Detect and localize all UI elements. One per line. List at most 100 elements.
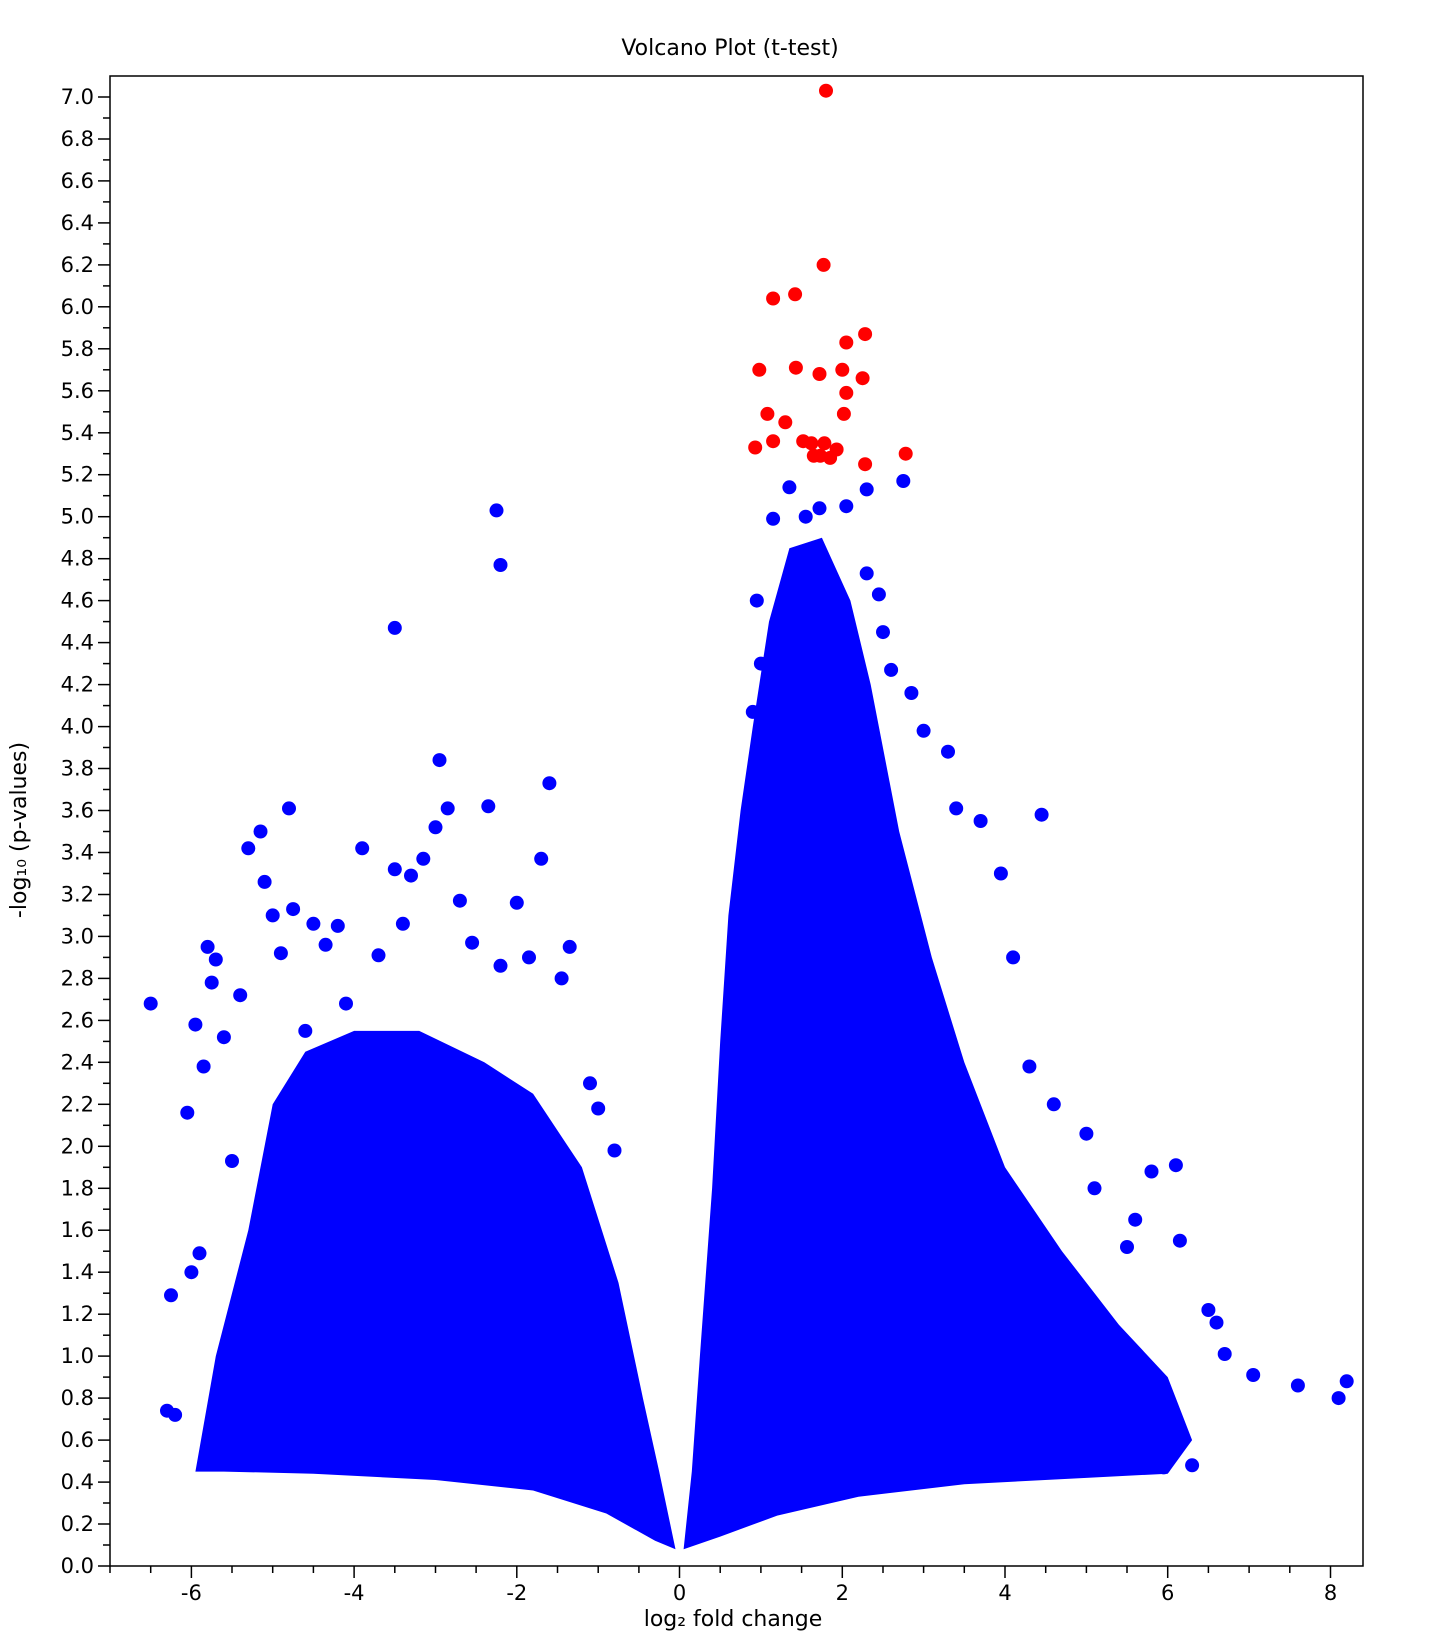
data-point (416, 851, 431, 866)
data-point (904, 686, 919, 700)
y-tick-label: 4.4 (61, 631, 94, 655)
y-tick-label: 0.8 (61, 1386, 94, 1410)
x-tick-label: 6 (1161, 1581, 1174, 1605)
data-point (1290, 1378, 1305, 1393)
y-tick-label: 0.6 (61, 1428, 94, 1452)
data-point (752, 362, 767, 377)
y-tick-label: 2.4 (61, 1050, 94, 1074)
data-point (748, 440, 763, 455)
y-tick-label: 0.2 (61, 1512, 94, 1536)
data-point (465, 935, 480, 950)
data-point (273, 946, 288, 961)
data-point (253, 824, 268, 839)
data-point (1079, 1126, 1094, 1141)
data-point (753, 656, 768, 671)
data-point (522, 950, 536, 965)
data-point (509, 895, 524, 910)
data-point (168, 1407, 183, 1422)
data-point (1168, 1158, 1183, 1173)
chart-title: Volcano Plot (t-test) (621, 36, 838, 61)
data-point (896, 474, 911, 488)
data-point (404, 868, 418, 883)
data-point (188, 1017, 203, 1032)
y-tick-label: 0.4 (61, 1470, 94, 1494)
data-point (817, 436, 832, 451)
data-point (778, 415, 793, 430)
data-point (839, 499, 854, 514)
data-point (812, 367, 827, 381)
y-axis-label: -log₁₀ (p-values) (7, 742, 32, 918)
data-point (241, 841, 256, 856)
data-point (440, 801, 455, 816)
y-tick-label: 6.6 (61, 169, 94, 193)
data-point (859, 566, 874, 581)
data-point (607, 1143, 622, 1158)
data-point (306, 916, 321, 931)
x-axis-label: log₂ fold change (644, 1607, 823, 1632)
data-point (1144, 1164, 1159, 1179)
y-tick-label: 5.8 (61, 337, 94, 361)
data-point (318, 937, 333, 952)
y-tick-label: 4.8 (61, 547, 94, 571)
y-tick-label: 2.0 (61, 1134, 94, 1158)
y-tick-label: 1.0 (61, 1344, 94, 1368)
data-point (208, 952, 223, 967)
data-point (298, 1023, 313, 1038)
data-point (184, 1265, 199, 1280)
data-point (554, 971, 569, 986)
y-tick-label: 3.6 (61, 799, 94, 823)
y-tick-label: 1.2 (61, 1302, 94, 1326)
y-axis: 0.0 0.2 0.4 0.6 0.8 1.0 1.2 1.4 1.6 1.8 2.0 2.2 2.4 2… (61, 85, 110, 1578)
data-point (534, 851, 549, 866)
data-point (766, 511, 781, 526)
y-tick-label: 3.8 (61, 757, 94, 781)
data-point (562, 939, 577, 954)
y-tick-label: 5.0 (61, 505, 94, 529)
data-point (265, 908, 280, 923)
data-point (395, 916, 410, 931)
x-tick-label: 2 (836, 1581, 849, 1605)
data-point (813, 448, 828, 463)
y-tick-label: 4.0 (61, 715, 94, 739)
data-point (1034, 807, 1049, 822)
data-point (493, 958, 508, 973)
data-point (164, 1288, 178, 1303)
data-point (180, 1105, 195, 1120)
data-point (884, 662, 899, 677)
y-tick-label: 3.4 (61, 841, 94, 865)
data-point (782, 480, 797, 495)
data-point (745, 704, 760, 719)
left-point-cloud (195, 1030, 676, 1550)
data-point (871, 587, 886, 602)
data-point (804, 436, 819, 451)
data-point (481, 799, 496, 814)
y-tick-label: 2.2 (61, 1092, 94, 1116)
data-point (542, 776, 557, 791)
y-tick-label: 1.4 (61, 1260, 94, 1284)
data-point (1046, 1097, 1061, 1112)
data-point (1087, 1181, 1102, 1196)
data-point (812, 501, 827, 516)
y-tick-label: 1.6 (61, 1218, 94, 1242)
data-point (387, 862, 402, 877)
data-point (216, 1030, 231, 1045)
y-tick-label: 5.2 (61, 463, 94, 487)
data-point (387, 620, 402, 635)
data-point (339, 996, 353, 1011)
x-axis: -6 -4 -2 0 2 4 6 8 (109, 1566, 1337, 1605)
y-tick-label: 3.2 (61, 883, 94, 907)
data-point (196, 1059, 211, 1074)
data-point (1217, 1347, 1232, 1361)
data-point (839, 385, 854, 400)
data-point (1185, 1458, 1200, 1473)
data-point (330, 918, 345, 933)
y-tick-label: 5.6 (61, 379, 94, 403)
data-point (200, 939, 215, 954)
data-point (1120, 1240, 1134, 1254)
data-point (1201, 1303, 1216, 1317)
data-point (876, 625, 890, 640)
x-tick-label: -2 (506, 1581, 527, 1605)
y-tick-label: 6.0 (61, 295, 94, 319)
data-point (816, 257, 831, 272)
